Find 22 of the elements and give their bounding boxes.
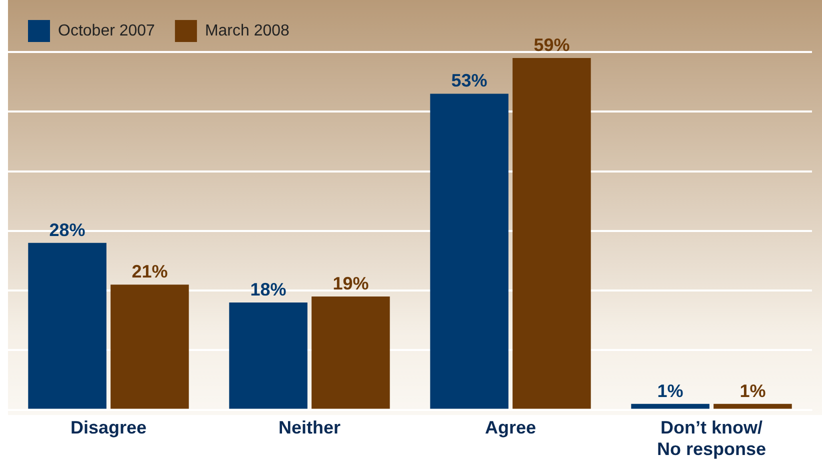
data-label: 19%	[332, 273, 369, 294]
data-label: 18%	[250, 279, 286, 300]
data-label: 1%	[657, 380, 684, 401]
bar	[312, 296, 390, 409]
data-label: 53%	[451, 70, 488, 91]
x-tick-label: Don’t know/ No response	[656, 418, 766, 460]
bar	[512, 58, 591, 409]
data-label: 21%	[132, 262, 168, 282]
x-tick-label: Neither	[278, 418, 341, 438]
bar	[714, 404, 792, 409]
data-label: 1%	[740, 380, 766, 401]
bar	[229, 302, 308, 409]
bar	[430, 94, 508, 409]
bar	[110, 284, 189, 409]
bar	[631, 404, 710, 409]
x-tick-label: Disagree	[70, 418, 147, 438]
bar	[28, 242, 106, 409]
legend-label: March 2008	[204, 22, 290, 40]
legend-label: October 2007	[58, 22, 156, 40]
data-label: 59%	[534, 34, 570, 55]
data-label: 28%	[49, 220, 86, 240]
x-tick-label: Agree	[484, 418, 536, 438]
